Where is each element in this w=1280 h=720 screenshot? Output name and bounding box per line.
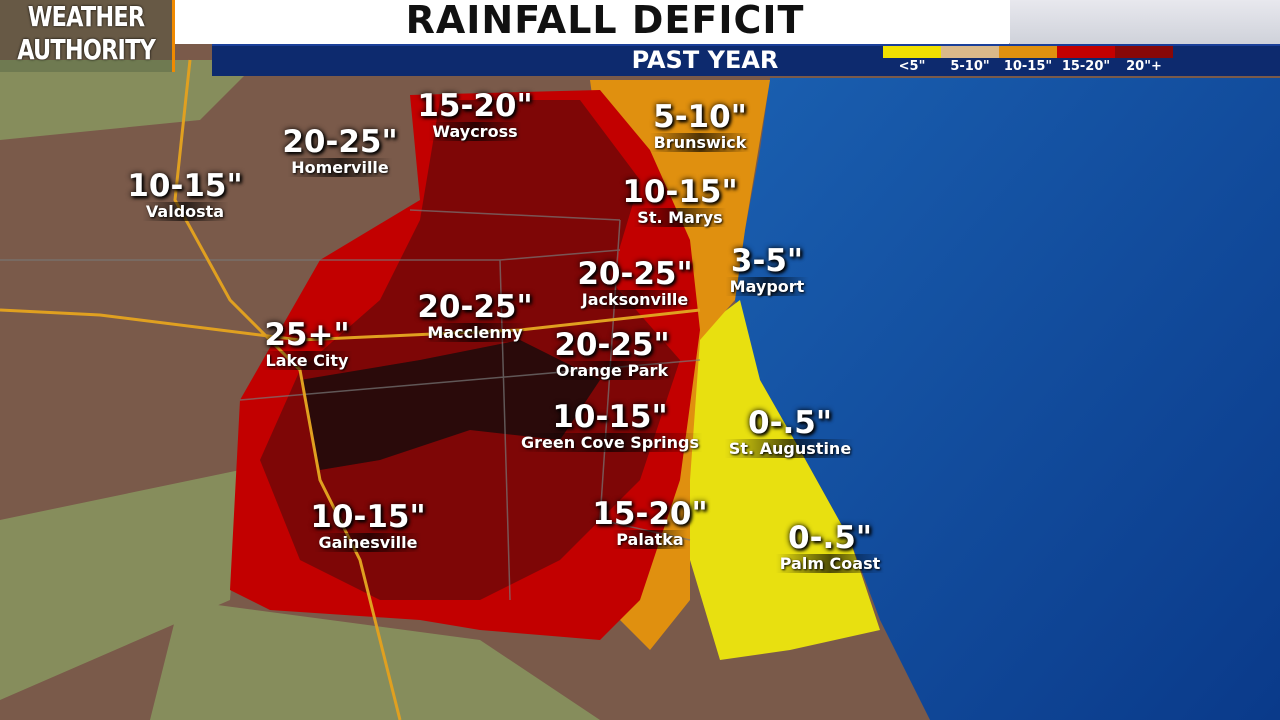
legend: <5" 5-10" 10-15" 15-20" 20"+ <box>883 46 1173 74</box>
legend-label: 5-10" <box>950 59 990 74</box>
deficit-value: 10-15" <box>622 174 738 210</box>
deficit-value: 10-15" <box>552 399 668 435</box>
deficit-value: 10-15" <box>310 499 426 535</box>
location-label: 20-25" Macclenny <box>417 289 533 342</box>
city-name: Gainesville <box>314 533 422 552</box>
highway <box>0 59 701 720</box>
legend-swatch <box>1057 46 1115 58</box>
location-label: 25+" Lake City <box>261 317 353 370</box>
legend-item: 20"+ <box>1115 46 1173 74</box>
location-label: 10-15" Green Cove Springs <box>517 401 703 452</box>
legend-item: <5" <box>883 46 941 74</box>
legend-item: 15-20" <box>1057 46 1115 74</box>
city-name: Mayport <box>725 277 809 296</box>
county-lines <box>0 209 701 601</box>
deficit-value: 20-25" <box>554 327 670 363</box>
page-title: RAINFALL DEFICIT <box>405 0 805 42</box>
deficit-value: 20-25" <box>417 289 533 325</box>
city-name: St. Augustine <box>724 439 856 458</box>
city-name: Valdosta <box>141 202 229 221</box>
city-name: Orange Park <box>551 361 673 380</box>
deficit-value: 25+" <box>264 317 350 353</box>
location-label: 0-.5" Palm Coast <box>775 520 885 573</box>
legend-swatch <box>941 46 999 58</box>
legend-swatch <box>1115 46 1173 58</box>
deficit-value: 0-.5" <box>748 405 832 441</box>
location-label: 15-20" Palatka <box>592 496 708 549</box>
city-name: Jacksonville <box>577 290 693 309</box>
city-name: Palatka <box>612 530 688 549</box>
location-label: 10-15" Gainesville <box>310 499 426 552</box>
deficit-value: 20-25" <box>282 124 398 160</box>
legend-label: <5" <box>898 59 926 74</box>
city-name: Palm Coast <box>775 554 885 573</box>
legend-swatch <box>999 46 1057 58</box>
deficit-value: 3-5" <box>730 243 804 279</box>
city-name: Lake City <box>261 351 353 370</box>
location-label: 20-25" Jacksonville <box>577 256 693 309</box>
location-label: 20-25" Homerville <box>282 124 398 177</box>
legend-item: 10-15" <box>999 46 1057 74</box>
city-name: Waycross <box>428 122 522 141</box>
black-zone <box>300 340 600 470</box>
legend-label: 15-20" <box>1061 59 1111 74</box>
legend-label: 20"+ <box>1126 59 1162 74</box>
deficit-value: 15-20" <box>417 88 533 124</box>
location-label: 0-.5" St. Augustine <box>724 405 856 458</box>
subtitle: PAST YEAR <box>631 46 779 74</box>
city-name: Macclenny <box>423 323 527 342</box>
legend-label: 10-15" <box>1003 59 1053 74</box>
deficit-value: 5-10" <box>653 99 747 135</box>
location-label: 3-5" Mayport <box>725 243 809 296</box>
deficit-value: 10-15" <box>127 168 243 204</box>
green-zone <box>0 60 600 720</box>
city-name: Green Cove Springs <box>517 433 703 452</box>
logo-line1: WEATHER <box>27 0 145 33</box>
weather-authority-logo: WEATHER AUTHORITY <box>0 0 175 72</box>
deficit-value: 20-25" <box>577 256 693 292</box>
city-name: Homerville <box>287 158 393 177</box>
location-label: 10-15" St. Marys <box>622 174 738 227</box>
title-banner <box>175 0 1035 44</box>
deficit-value: 0-.5" <box>788 520 872 556</box>
location-label: 20-25" Orange Park <box>551 327 673 380</box>
city-name: St. Marys <box>633 208 727 227</box>
location-label: 5-10" Brunswick <box>649 99 751 152</box>
city-name: Brunswick <box>649 133 751 152</box>
location-label: 15-20" Waycross <box>417 88 533 141</box>
logo-line2: AUTHORITY <box>17 33 156 66</box>
title-banner-right <box>1010 0 1280 44</box>
location-label: 10-15" Valdosta <box>127 168 243 221</box>
legend-item: 5-10" <box>941 46 999 74</box>
deficit-value: 15-20" <box>592 496 708 532</box>
legend-swatch <box>883 46 941 58</box>
